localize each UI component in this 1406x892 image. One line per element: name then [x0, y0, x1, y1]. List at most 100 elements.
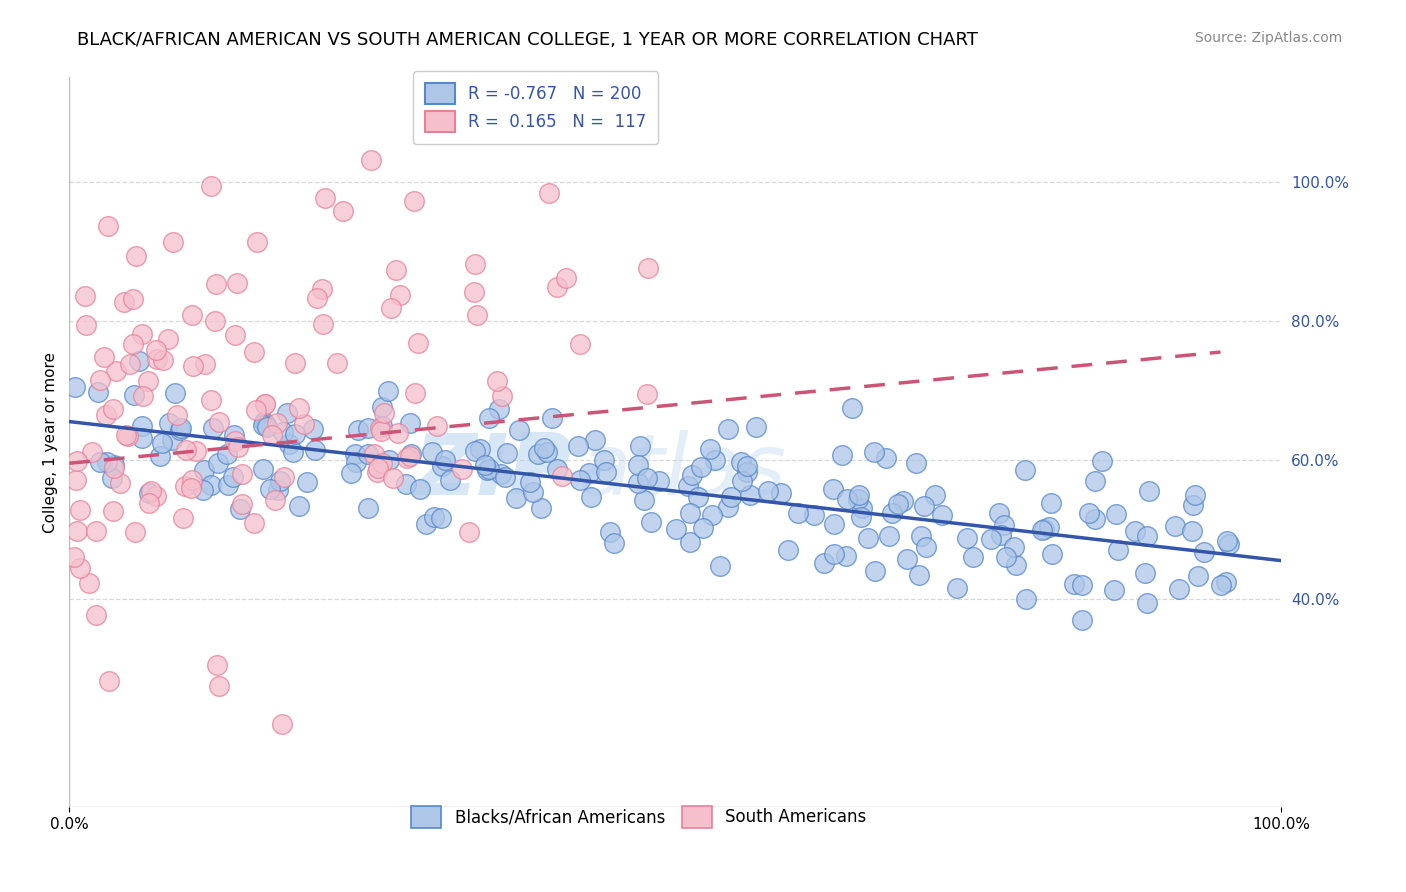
Point	[215, 447, 238, 461]
Point	[101, 401, 124, 416]
Point	[271, 425, 294, 439]
Point	[165, 385, 187, 400]
Point	[1209, 578, 1232, 592]
Point	[420, 444, 443, 458]
Point	[406, 336, 429, 351]
Point	[931, 508, 953, 523]
Point	[1063, 576, 1085, 591]
Point	[1136, 529, 1159, 543]
Point	[380, 301, 402, 315]
Point	[946, 581, 969, 595]
Point	[1136, 596, 1159, 610]
Point	[690, 459, 713, 474]
Point	[537, 186, 560, 201]
Point	[180, 481, 202, 495]
Point	[170, 421, 193, 435]
Point	[704, 453, 727, 467]
Point	[200, 392, 222, 407]
Point	[1216, 533, 1239, 548]
Point	[124, 249, 146, 263]
Point	[627, 458, 650, 472]
Point	[252, 418, 274, 433]
Point	[569, 473, 592, 487]
Point	[360, 153, 382, 167]
Point	[464, 444, 486, 458]
Point	[478, 410, 501, 425]
Point	[769, 485, 792, 500]
Point	[208, 679, 231, 693]
Point	[579, 490, 602, 504]
Point	[475, 463, 498, 477]
Point	[399, 416, 422, 430]
Point	[583, 433, 606, 447]
Point	[122, 337, 145, 351]
Point	[1070, 578, 1092, 592]
Point	[912, 499, 935, 513]
Point	[332, 203, 354, 218]
Point	[491, 388, 513, 402]
Point	[245, 402, 267, 417]
Point	[568, 336, 591, 351]
Point	[522, 484, 544, 499]
Point	[648, 474, 671, 488]
Point	[1187, 569, 1209, 583]
Point	[737, 465, 759, 479]
Point	[1102, 582, 1125, 597]
Point	[200, 478, 222, 492]
Point	[554, 270, 576, 285]
Point	[495, 446, 517, 460]
Point	[1014, 463, 1036, 477]
Point	[224, 434, 246, 449]
Point	[367, 460, 389, 475]
Point	[1084, 512, 1107, 526]
Point	[136, 375, 159, 389]
Point	[457, 524, 479, 539]
Point	[527, 447, 550, 461]
Point	[120, 357, 142, 371]
Point	[103, 458, 125, 473]
Point	[470, 442, 492, 456]
Point	[823, 547, 845, 561]
Point	[273, 470, 295, 484]
Point	[686, 490, 709, 504]
Point	[426, 419, 449, 434]
Point	[108, 475, 131, 490]
Point	[270, 717, 292, 731]
Point	[193, 462, 215, 476]
Point	[378, 453, 401, 467]
Point	[264, 492, 287, 507]
Point	[66, 524, 89, 538]
Point	[205, 277, 228, 291]
Point	[738, 488, 761, 502]
Point	[222, 428, 245, 442]
Point	[77, 575, 100, 590]
Point	[851, 500, 873, 515]
Point	[262, 427, 284, 442]
Point	[253, 415, 276, 429]
Point	[924, 488, 946, 502]
Point	[731, 474, 754, 488]
Point	[831, 448, 853, 462]
Point	[347, 423, 370, 437]
Point	[131, 431, 153, 445]
Point	[1031, 523, 1053, 537]
Point	[692, 521, 714, 535]
Point	[63, 549, 86, 564]
Point	[1184, 488, 1206, 502]
Point	[681, 468, 703, 483]
Point	[366, 465, 388, 479]
Point	[131, 419, 153, 434]
Point	[546, 462, 568, 476]
Point	[551, 469, 574, 483]
Point	[284, 356, 307, 370]
Point	[191, 483, 214, 497]
Point	[226, 276, 249, 290]
Point	[467, 308, 489, 322]
Point	[69, 561, 91, 575]
Point	[908, 568, 931, 582]
Point	[202, 420, 225, 434]
Point	[1181, 498, 1204, 512]
Point	[956, 531, 979, 545]
Point	[304, 443, 326, 458]
Point	[849, 510, 872, 524]
